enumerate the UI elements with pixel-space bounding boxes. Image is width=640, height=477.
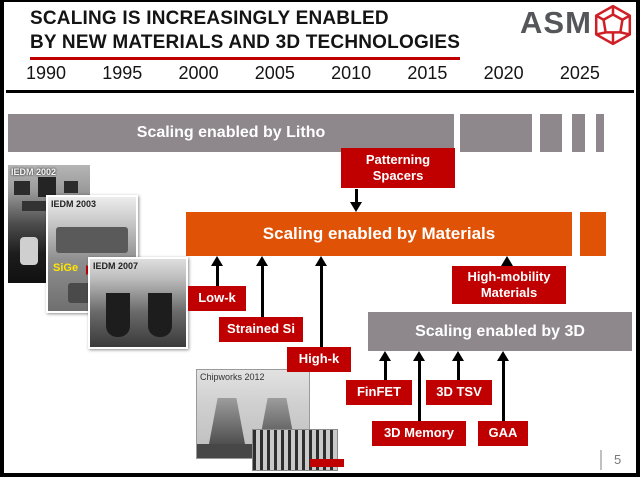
year-label: 2005: [254, 63, 295, 83]
arrow-3d-memory: [413, 351, 425, 421]
litho-bar-segment: [572, 114, 585, 152]
sem-image-label: IEDM 2007: [93, 261, 139, 271]
callout-patterning-spacers: Patterning Spacers: [341, 148, 455, 188]
litho-bar-segment: [540, 114, 562, 152]
callout-high-k: High-k: [287, 347, 351, 372]
footer-divider: [600, 450, 602, 470]
title-line-2: BY NEW MATERIALS AND 3D TECHNOLOGIES: [30, 32, 461, 53]
arrow-gaa: [497, 351, 509, 421]
sem-texture: [38, 177, 56, 197]
arrow-3d-tsv: [452, 351, 464, 380]
page-title: SCALING IS INCREASINGLY ENABLED BY NEW M…: [30, 7, 460, 55]
year-label: 2010: [331, 63, 372, 83]
sem-texture: [106, 293, 130, 337]
year-label: 2000: [178, 63, 219, 83]
sem-image-label: Chipworks 2012: [200, 372, 265, 382]
sem-image-iedm-2007: IEDM 2007: [88, 257, 188, 349]
page-number: 5: [614, 452, 622, 467]
asm-logo-text: ASM: [520, 5, 592, 40]
litho-bar-segment: [596, 114, 604, 152]
sem-texture: [209, 398, 245, 444]
callout-label: 3D TSV: [436, 384, 482, 400]
arrow-strained-si: [256, 256, 268, 317]
callout-finfet: FinFET: [346, 380, 412, 405]
callout-label: High-mobility Materials: [467, 268, 551, 300]
sem-image-label: IEDM 2003: [51, 199, 97, 209]
title-line-1: SCALING IS INCREASINGLY ENABLED: [30, 8, 389, 29]
callout-strained-si: Strained Si: [219, 317, 303, 342]
sem-texture: [22, 201, 54, 211]
arrow-high-k: [315, 256, 327, 347]
litho-bar: Scaling enabled by Litho: [8, 114, 454, 152]
year-label: 2025: [559, 63, 600, 83]
asm-polyhedron-logo-icon: [594, 4, 632, 46]
materials-bar: Scaling enabled by Materials: [186, 212, 572, 256]
sem-texture: [148, 293, 172, 337]
sem-texture: [64, 181, 78, 193]
year-label: 1990: [26, 63, 67, 83]
timeline-axis-line: [6, 90, 634, 93]
callout-low-k: Low-k: [188, 286, 246, 311]
callout-3d-memory: 3D Memory: [372, 421, 466, 446]
litho-bar-label: Scaling enabled by Litho: [136, 124, 326, 141]
materials-bar-segment: [580, 212, 606, 256]
callout-label: 3D Memory: [383, 425, 455, 441]
callout-label: Patterning Spacers: [365, 151, 431, 183]
year-label: 2015: [407, 63, 448, 83]
title-underline: [30, 57, 460, 60]
callout-label: Strained Si: [227, 321, 295, 337]
callout-high-mobility-materials: High-mobility Materials: [452, 266, 566, 304]
callout-label: High-k: [298, 351, 340, 367]
sem-image-3d-stack: [252, 429, 338, 471]
sem-texture: [20, 237, 38, 265]
year-label: 2020: [483, 63, 524, 83]
year-label: 1995: [102, 63, 143, 83]
threed-bar: Scaling enabled by 3D: [368, 312, 632, 351]
callout-3d-tsv: 3D TSV: [426, 380, 492, 405]
arrow-patterning-spacers: [350, 189, 362, 212]
micro-caption: [310, 459, 344, 467]
litho-bar-segment: [460, 114, 532, 152]
callout-label: Low-k: [198, 290, 236, 306]
callout-gaa: GAA: [478, 421, 528, 446]
sem-texture: [56, 227, 128, 253]
sem-texture: [14, 181, 30, 195]
threed-bar-label: Scaling enabled by 3D: [415, 322, 585, 340]
timeline-years: 1990 1995 2000 2005 2010 2015 2020 2025: [26, 63, 600, 84]
sem-image-label: IEDM 2002: [11, 167, 57, 177]
arrow-low-k: [211, 256, 223, 286]
arrow-finfet: [379, 351, 391, 380]
sige-label: SiGe: [53, 262, 79, 274]
callout-label: FinFET: [356, 384, 402, 400]
materials-bar-label: Scaling enabled by Materials: [262, 224, 496, 243]
callout-label: GAA: [488, 425, 518, 441]
